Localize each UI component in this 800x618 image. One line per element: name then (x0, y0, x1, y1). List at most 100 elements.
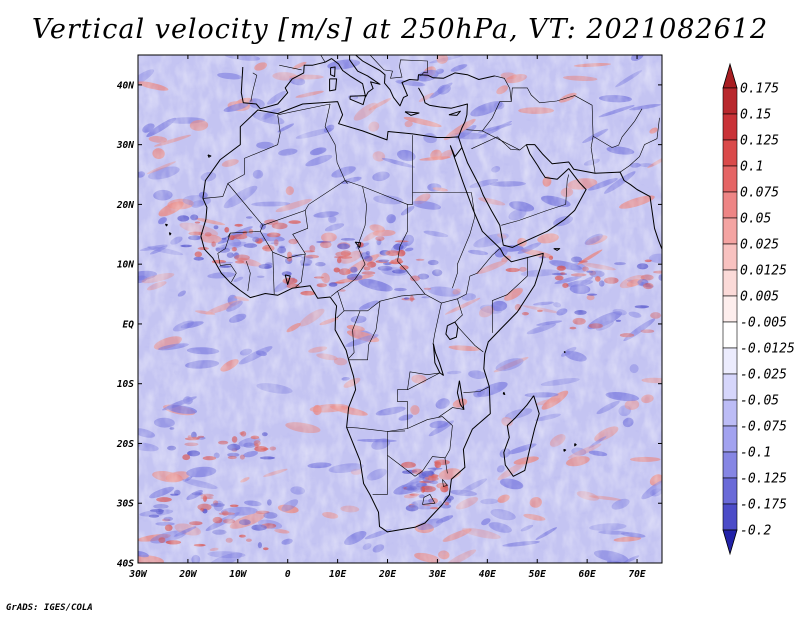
latitude-axis: 40N 30N 20N 10N EQ 10S 20S 30S 40S (116, 80, 662, 570)
border-segment (442, 479, 448, 487)
lat-tick-label: 30S (116, 499, 134, 510)
colorbar-swatch (722, 425, 738, 453)
coastline-segment (456, 380, 465, 410)
border-segment (463, 386, 490, 393)
colorbar: 0.175 0.15 0.125 0.1 0.075 0.05 0.025 0.0125 0.0… (722, 62, 795, 556)
lat-tick-label: 40N (117, 80, 134, 91)
border-segment (348, 301, 381, 361)
coastline-segment (432, 343, 444, 376)
colorbar-swatch (722, 321, 738, 349)
lon-tick-label: 0 (285, 569, 291, 580)
border-segment (336, 310, 345, 319)
colorbar-label: 0.0125 (740, 264, 787, 279)
lon-tick-label: 10E (329, 569, 346, 580)
border-segment (407, 416, 453, 459)
colorbar-label: -0.125 (740, 472, 787, 487)
colorbar-label: -0.1 (740, 446, 771, 461)
lon-tick-label: 50E (529, 569, 546, 580)
lon-tick-label: 70E (628, 569, 645, 580)
chart-title: Vertical velocity [m/s] at 250hPa, VT: 2… (31, 14, 769, 45)
colorbar-swatch (722, 139, 738, 167)
colorbar-label: -0.005 (740, 316, 787, 331)
coastline-segment (354, 241, 362, 248)
coastline-segment (355, 55, 434, 107)
velocity-field (94, 49, 662, 563)
border-segment (511, 87, 596, 174)
colorbar-label: -0.2 (740, 524, 771, 539)
coastlines (164, 55, 662, 533)
field-white-texture (138, 55, 662, 563)
colorbar-swatch (722, 243, 738, 271)
colorbar-swatch (722, 477, 738, 505)
coastline-segment (164, 223, 168, 227)
colorbar-label: -0.0125 (740, 342, 795, 357)
lat-tick-label: 20S (116, 439, 134, 450)
colorbar-label: 0.005 (740, 290, 779, 305)
border-segment (452, 192, 476, 289)
lat-tick-label: 40S (117, 559, 134, 570)
border-segment (330, 186, 367, 297)
border-segment (407, 371, 440, 390)
lon-tick-label: 60E (579, 569, 596, 580)
border-segment (422, 494, 436, 505)
convective-cell (94, 445, 103, 449)
border-segment (292, 210, 309, 288)
colorbar-label: -0.175 (740, 498, 787, 513)
border-segment (260, 231, 306, 259)
border-segment (466, 101, 512, 132)
border-segment (324, 103, 346, 181)
coastline-segment (503, 395, 540, 477)
border-segment (246, 261, 251, 292)
border-segment (471, 136, 520, 151)
border-segment (262, 180, 348, 226)
convective-cell (97, 455, 108, 460)
border-segment (356, 49, 368, 52)
coastline-segment (563, 350, 566, 354)
colorbar-label: -0.075 (740, 420, 787, 435)
colorbar-swatch (722, 399, 738, 427)
convective-cell (126, 431, 134, 435)
border-segment (454, 298, 463, 323)
colorbar-swatch (722, 87, 738, 115)
coastline-segment (502, 391, 506, 395)
coastline-segment (574, 443, 577, 447)
colorbar-bottom-triangle (722, 529, 738, 556)
coastline-segment (526, 144, 662, 250)
border-segment (348, 310, 361, 359)
colorbar-label: 0.175 (740, 82, 779, 97)
colorbar-swatch (722, 191, 738, 219)
coastline-segment (461, 144, 587, 248)
colorbar-swatch (722, 269, 738, 297)
border-segment (432, 302, 442, 345)
colorbar-swatch (722, 373, 738, 401)
border-segment (279, 64, 302, 71)
colorbar-label: 0.075 (740, 186, 779, 201)
coastline-segment (168, 232, 172, 236)
lat-tick-label: 10N (117, 260, 134, 271)
colorbar-label: -0.025 (740, 368, 787, 383)
coastline-segment (448, 110, 461, 116)
border-segment (272, 252, 275, 295)
lat-tick-label: EQ (123, 319, 135, 330)
coastline-segment (284, 274, 291, 285)
colorbar-swatch (722, 503, 738, 531)
convective-cell (97, 429, 107, 431)
convective-cell (100, 435, 105, 442)
lon-tick-label: 30W (128, 569, 147, 580)
colorbar-label: 0.05 (740, 212, 771, 227)
border-segment (369, 55, 428, 79)
border-segment (494, 75, 512, 102)
lon-tick-label: 30E (428, 569, 446, 580)
border-segment (501, 204, 566, 226)
border-segment (346, 427, 406, 432)
coastline-segment (200, 101, 544, 533)
colorbar-label: 0.15 (740, 108, 771, 123)
coastline-segment (553, 248, 561, 251)
border-segment (217, 233, 237, 283)
coastline-segment (240, 55, 381, 110)
lon-tick-label: 20W (178, 569, 197, 580)
lat-tick-label: 10S (117, 379, 134, 390)
colorbar-swatch (722, 165, 738, 193)
border-segment (565, 174, 569, 205)
